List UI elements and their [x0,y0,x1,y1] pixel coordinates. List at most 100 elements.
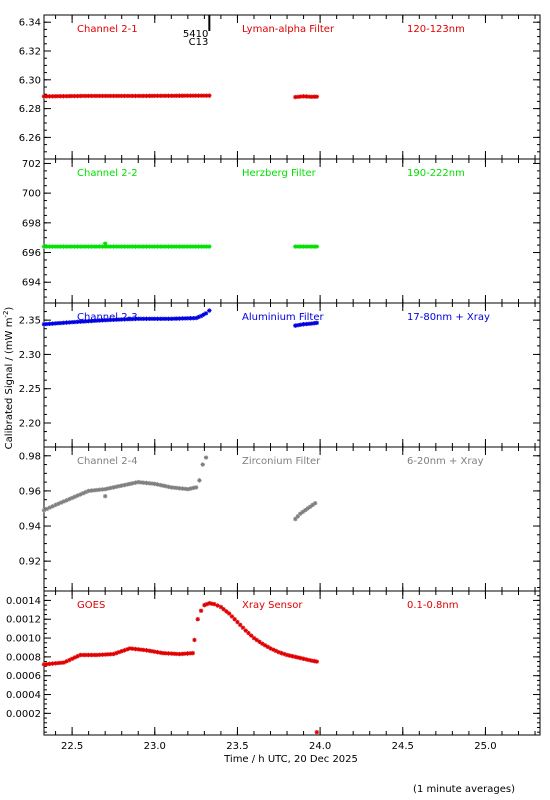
y-tick-label: 2.35 [19,316,41,327]
data-point [83,319,89,324]
data-point [198,608,204,613]
data-point [100,652,105,657]
data-point [147,481,152,486]
data-point [127,646,133,651]
data-point [80,319,86,324]
data-point [312,321,317,326]
data-point [122,93,127,99]
data-point [89,244,94,249]
data-point [307,504,313,509]
data-point [177,316,182,321]
y-axis-label: Calibrated Signal / (mW m-2) [2,307,15,450]
data-point [80,93,86,99]
data-point [147,648,152,653]
data-point [218,604,224,610]
data-point [86,488,91,494]
data-point [312,244,317,249]
data-point [91,93,97,99]
data-point [193,315,199,321]
y-tick-label: 0.0008 [6,652,41,663]
data-point [147,316,152,321]
data-point [314,94,319,99]
data-point [44,506,50,512]
y-tick-label: 694 [22,278,41,289]
data-point [44,661,50,667]
data-point [86,652,91,658]
data-point [86,318,91,324]
data-point [243,628,248,633]
data-point [67,496,72,502]
data-point [69,244,75,249]
data-point [102,244,108,249]
data-point [306,244,312,249]
data-point [177,651,182,657]
data-point [61,244,66,249]
data-point [166,651,171,656]
data-point [41,322,47,327]
data-point [41,662,47,667]
data-point [304,94,309,99]
data-point [102,652,108,657]
data-point [190,650,195,656]
data-point [108,93,113,99]
data-point [155,482,160,487]
data-point [265,644,270,650]
y-axis-label-main: Calibrated Signal / (mW m [4,318,15,450]
data-point [152,316,157,321]
y-tick-label: 2.25 [19,384,41,395]
data-point [312,94,317,99]
y-tick-label: 0.0006 [6,671,41,682]
data-point [58,660,64,665]
data-point [100,244,105,249]
data-point [83,244,89,249]
data-point [50,244,55,249]
panel-band-label: 0.1-0.8nm [407,600,459,611]
data-point [207,601,212,606]
data-point [53,321,58,326]
data-point [163,651,168,656]
panel-band-label: 190-222nm [407,168,465,179]
data-point [149,244,155,249]
data-point [86,93,91,99]
data-point [119,317,124,322]
data-point [171,651,177,656]
data-point [108,652,113,657]
data-point [268,646,273,651]
data-point [127,316,133,322]
data-point [67,320,72,325]
data-point [119,483,124,488]
data-point [149,649,155,654]
data-point [75,493,80,498]
data-point [102,493,108,499]
panel-frame [43,14,541,160]
data-point [251,635,257,641]
data-point [91,652,97,658]
data-point [221,606,226,612]
data-point [309,94,315,99]
data-point [152,481,157,487]
y-tick-label: 0.0014 [6,596,41,607]
data-point [240,625,246,630]
data-point [160,650,166,656]
y-tick-label: 6.26 [19,133,41,144]
data-point [113,484,119,490]
data-point [188,244,193,249]
data-point [201,93,207,98]
data-point [125,647,130,652]
data-point [108,244,113,249]
data-point [55,321,61,326]
data-point [192,637,197,643]
data-point [50,661,55,666]
data-point [160,244,166,249]
panel-frame [43,158,541,304]
y-tick-label: 6.32 [19,47,41,58]
data-point [180,651,185,657]
data-point [171,316,177,321]
data-point [179,244,185,249]
data-point [187,651,193,656]
data-point [136,93,141,99]
y-tick-label: 0.94 [19,522,41,533]
data-point [171,485,177,490]
data-point [64,320,69,325]
